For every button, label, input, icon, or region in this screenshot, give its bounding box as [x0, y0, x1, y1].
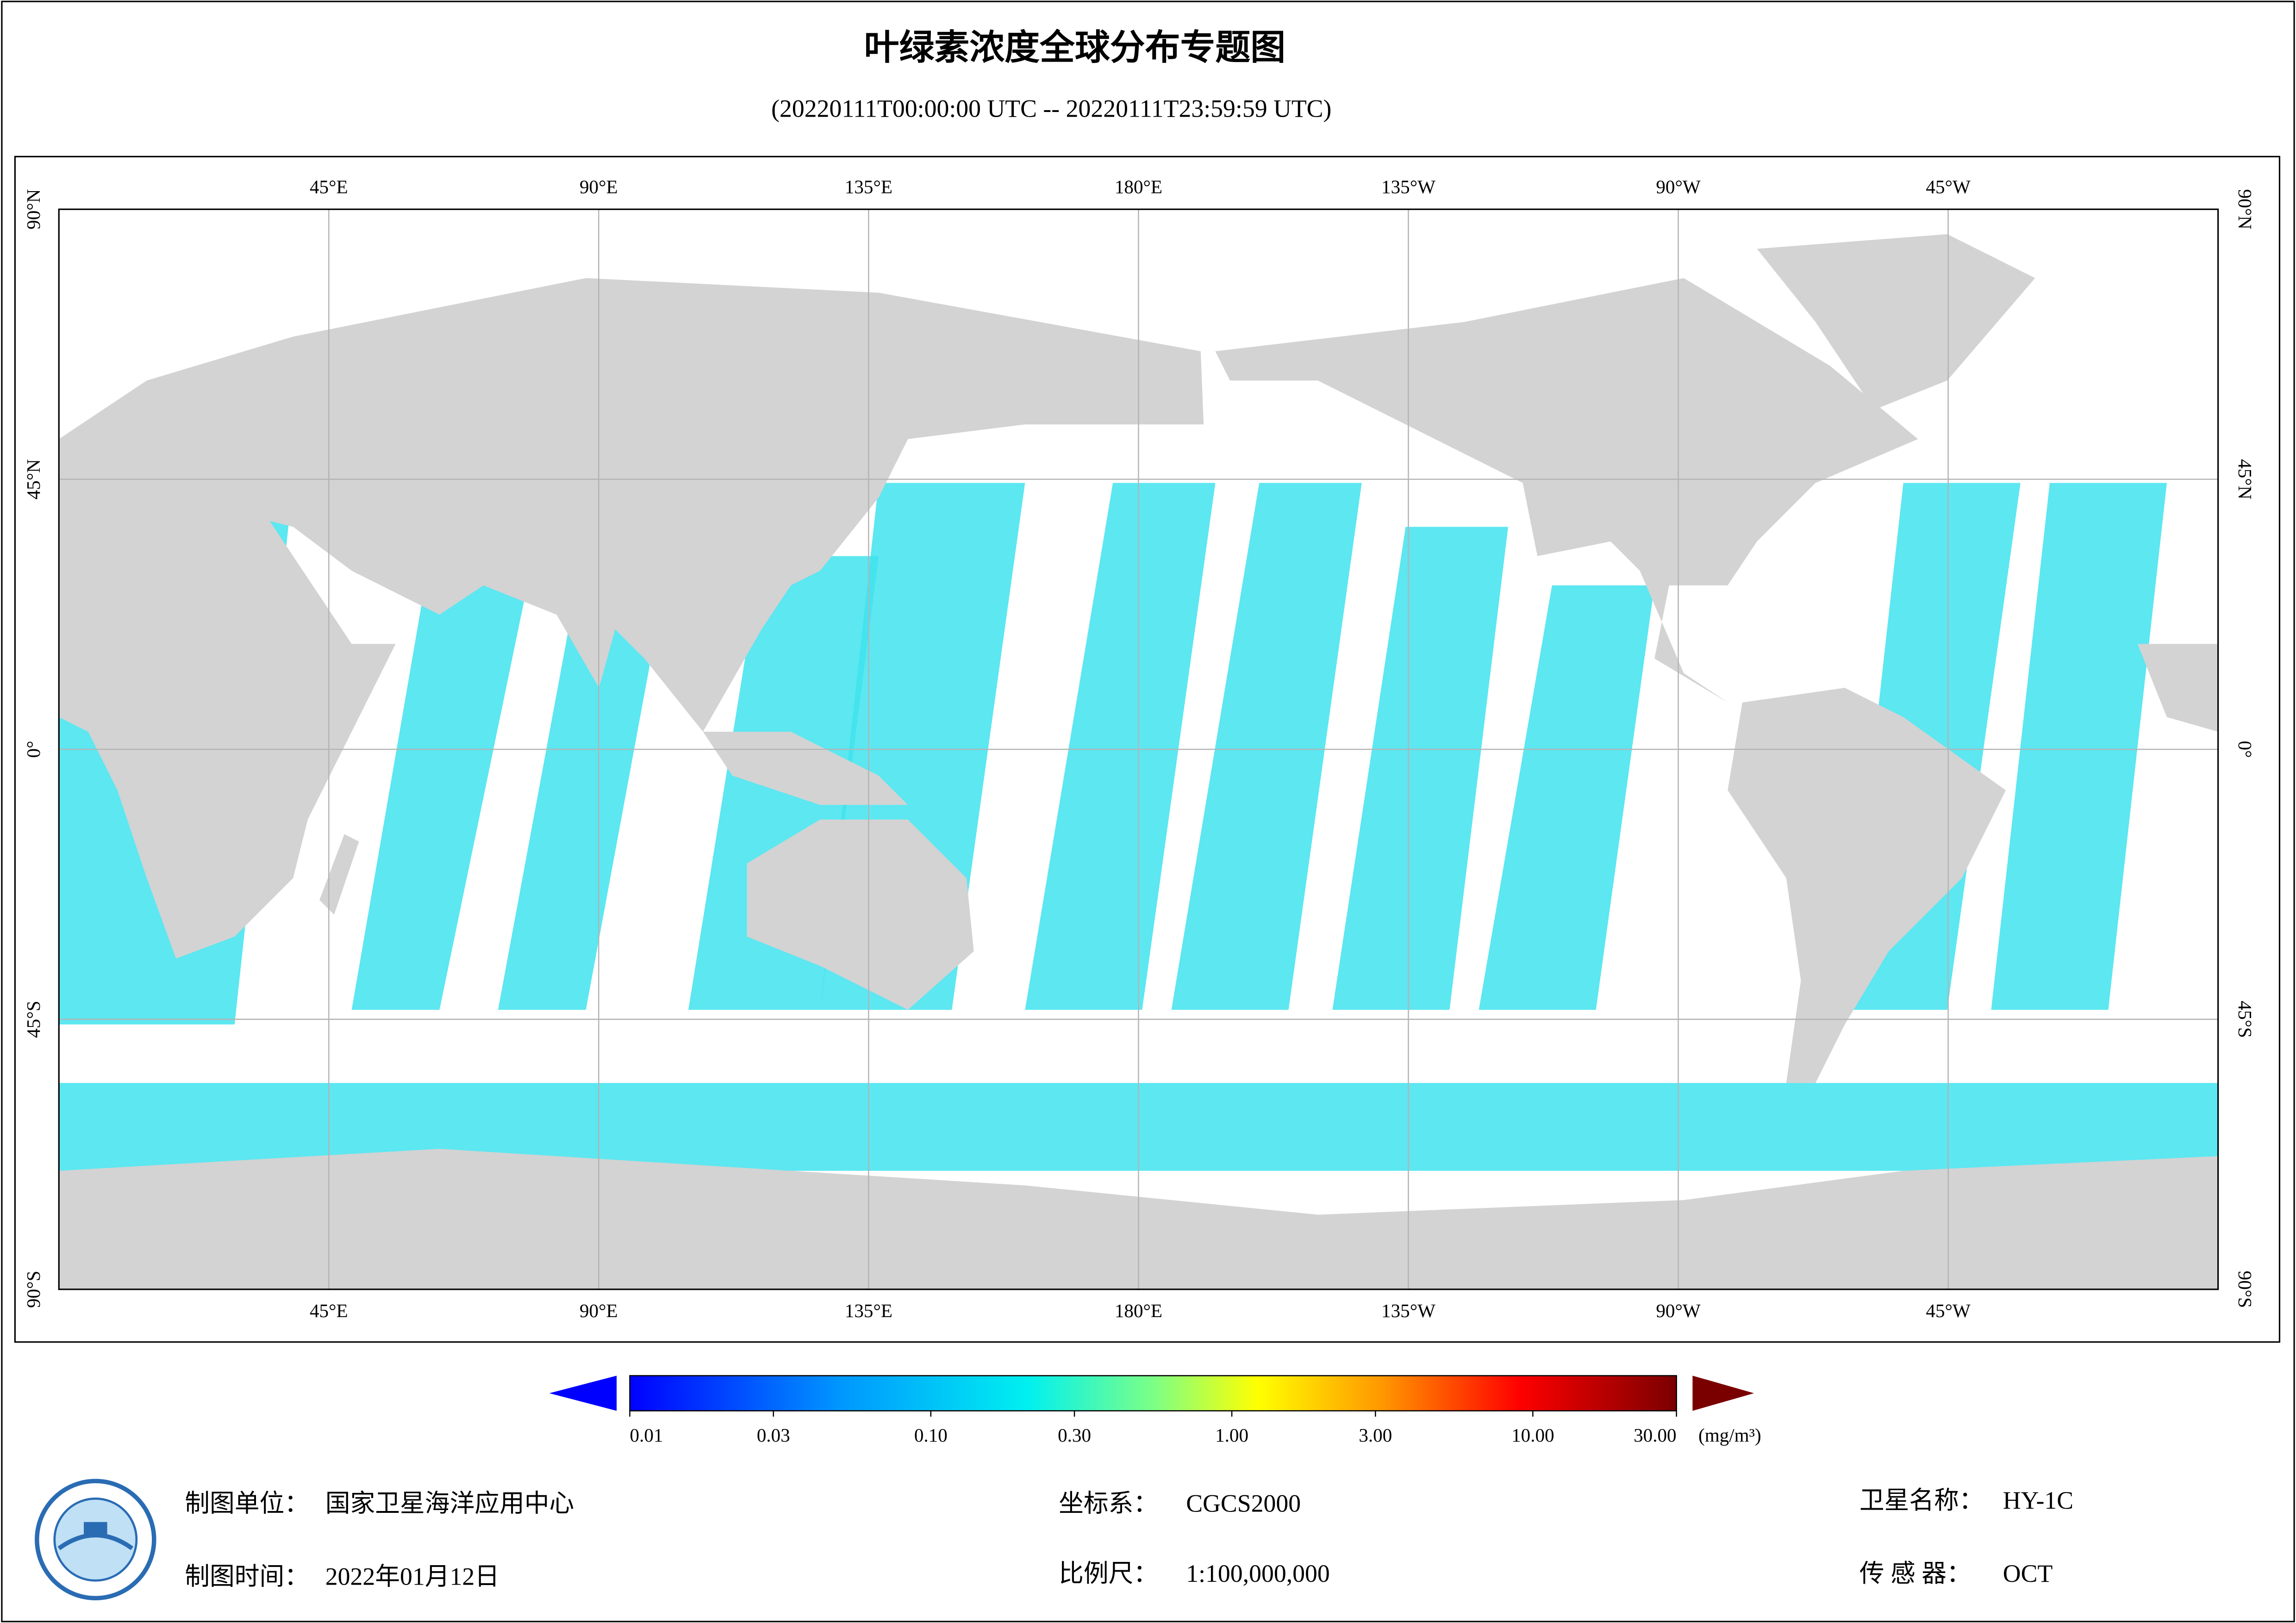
- x-tick-label: 90°E: [580, 176, 618, 197]
- x-tick-label: 45°W: [1926, 1300, 1971, 1321]
- footer-value: HY-1C: [2003, 1486, 2073, 1514]
- x-tick-label: 135°W: [1381, 176, 1435, 197]
- colorbar-tick-label: 1.00: [1215, 1424, 1248, 1446]
- colorbar-over-arrow: [1692, 1375, 1754, 1411]
- y-tick-label: 45°N: [23, 459, 44, 499]
- x-tick-label: 90°W: [1656, 1300, 1701, 1321]
- footer-value: 国家卫星海洋应用中心: [325, 1489, 574, 1517]
- y-tick-label: 90°S: [2234, 1271, 2256, 1308]
- footer-label: 制图单位：: [185, 1489, 309, 1517]
- colorbar-tick-label: 0.01: [630, 1424, 663, 1446]
- map-border: [58, 208, 2219, 1290]
- x-tick-label: 135°E: [845, 176, 892, 197]
- colorbar: [629, 1375, 1677, 1412]
- y-tick-label: 0°: [2234, 741, 2256, 758]
- x-tick-label: 45°E: [310, 176, 348, 197]
- y-tick-label: 45°S: [2234, 1001, 2256, 1038]
- x-tick-label: 135°E: [845, 1300, 892, 1321]
- colorbar-tick-label: 10.00: [1511, 1424, 1554, 1446]
- x-tick-label: 90°W: [1656, 176, 1701, 197]
- logo: [35, 1479, 156, 1600]
- footer-label: 比例尺：: [1059, 1560, 1158, 1587]
- footer-value: OCT: [2003, 1560, 2053, 1587]
- x-tick-label: 45°W: [1926, 176, 1971, 197]
- y-tick-label: 90°S: [23, 1271, 44, 1308]
- footer-label: 坐标系：: [1059, 1489, 1158, 1517]
- footer-value: 1:100,000,000: [1186, 1560, 1330, 1587]
- colorbar-unit: (mg/m³): [1698, 1424, 1761, 1446]
- footer-label: 制图时间：: [185, 1562, 309, 1590]
- y-tick-label: 45°S: [23, 1001, 44, 1038]
- colorbar-tick-label: 0.30: [1058, 1424, 1091, 1446]
- y-tick-label: 45°N: [2234, 459, 2256, 499]
- footer-value: CGCS2000: [1186, 1489, 1301, 1517]
- y-tick-label: 90°N: [2234, 189, 2256, 230]
- footer-value: 2022年01月12日: [325, 1562, 499, 1590]
- x-tick-label: 45°E: [310, 1300, 348, 1321]
- subtitle: (20220111T00:00:00 UTC -- 20220111T23:59…: [771, 95, 1331, 123]
- colorbar-tick-label: 3.00: [1359, 1424, 1392, 1446]
- x-tick-label: 180°E: [1115, 176, 1162, 197]
- colorbar-under-arrow: [549, 1375, 617, 1411]
- colorbar-tick-label: 0.03: [757, 1424, 790, 1446]
- colorbar-tick-label: 0.10: [914, 1424, 948, 1446]
- colorbar-tick-label: 30.00: [1634, 1424, 1676, 1446]
- x-tick-label: 135°W: [1381, 1300, 1435, 1321]
- footer-label: 传 感 器：: [1859, 1560, 1972, 1587]
- x-tick-label: 180°E: [1115, 1300, 1162, 1321]
- x-tick-label: 90°E: [580, 1300, 618, 1321]
- y-tick-label: 0°: [23, 741, 44, 758]
- map-frame: [14, 155, 2281, 1343]
- title: 叶绿素浓度全球分布专题图: [864, 27, 1286, 68]
- footer-label: 卫星名称：: [1859, 1486, 1984, 1514]
- y-tick-label: 90°N: [23, 189, 44, 230]
